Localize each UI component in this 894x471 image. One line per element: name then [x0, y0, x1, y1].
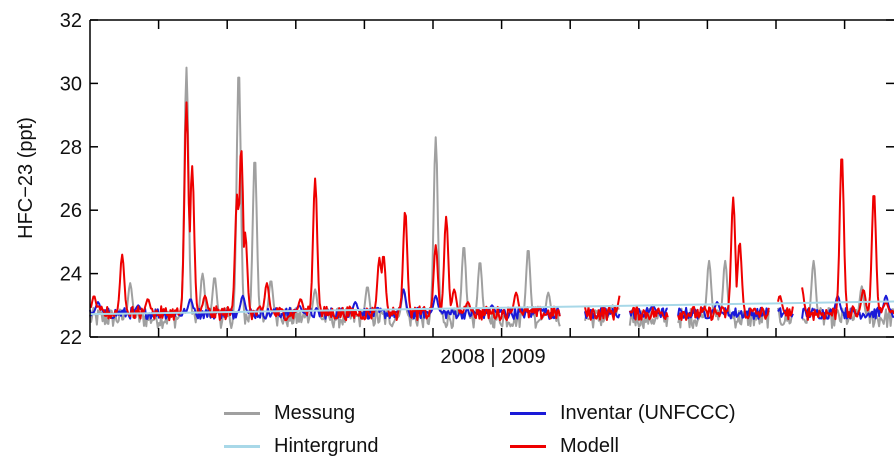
- y-tick-label-28: 28: [60, 137, 82, 159]
- y-tick-label-22: 22: [60, 327, 82, 349]
- y-tick-label-30: 30: [60, 73, 82, 95]
- y-tick-label-32: 32: [60, 10, 82, 32]
- y-axis-label: HFC−23 (ppt): [15, 117, 37, 239]
- series-line-messung: [89, 66, 894, 329]
- x-axis-label: 2008 | 2009: [440, 346, 545, 368]
- y-tick-label-26: 26: [60, 200, 82, 222]
- series-line-hintergrund: [89, 300, 894, 316]
- series-line-modell: [89, 101, 894, 322]
- y-tick-label-24: 24: [60, 264, 82, 286]
